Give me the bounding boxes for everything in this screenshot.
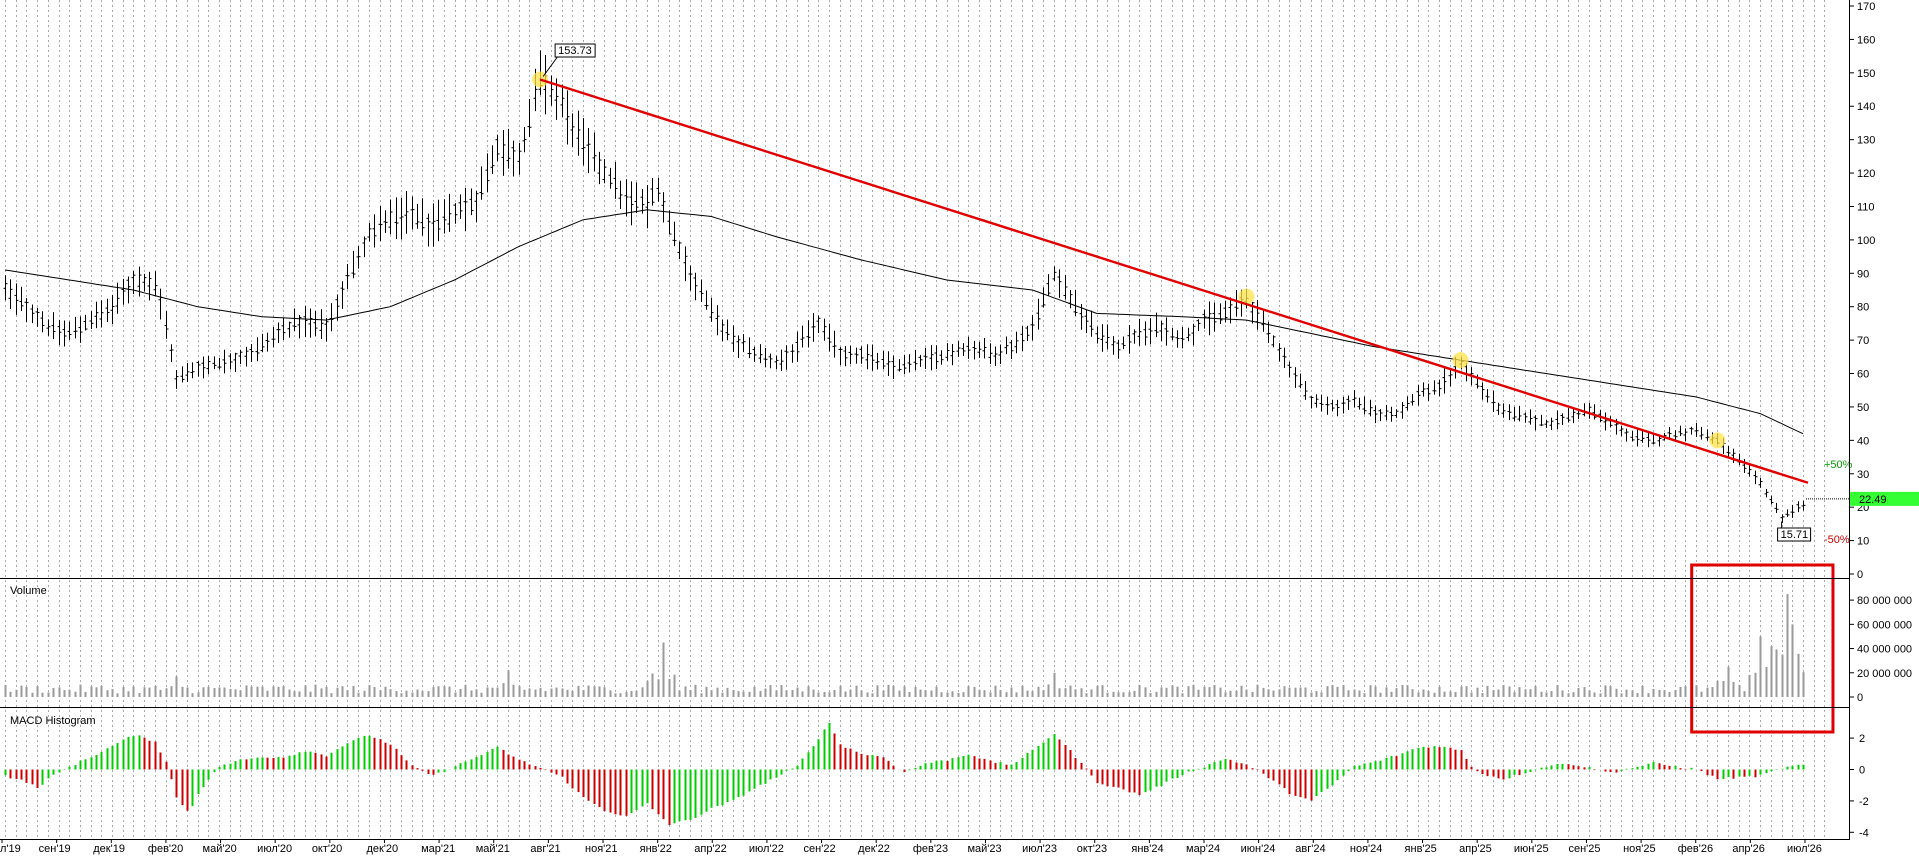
high-callout-box (554, 43, 596, 58)
price-y-tick-label: 110 (1857, 201, 1875, 213)
overlay-layer: 153.73 15.71 +50% -50% (532, 43, 1853, 734)
volume-y-tick-label: 40 000 000 (1857, 644, 1912, 656)
moving-average-line (4, 209, 1804, 435)
last-price-label: 22.49 (1859, 494, 1887, 506)
x-axis-label: фев'20 (148, 843, 183, 855)
x-axis-label: янв'22 (640, 843, 672, 855)
x-axis-label: дек'20 (366, 843, 398, 855)
volume-y-tick-label: 0 (1857, 692, 1863, 704)
x-axis-label: янв'24 (1131, 843, 1163, 855)
volume-layer (4, 594, 1805, 697)
price-y-tick-label: 10 (1857, 536, 1869, 548)
x-axis-label: май'21 (476, 843, 510, 855)
macd-panel-title: MACD Histogram (10, 715, 96, 727)
price-y-tick-label: 70 (1857, 335, 1869, 347)
volume-y-tick-label: 80 000 000 (1857, 595, 1912, 607)
macd-layer (4, 722, 1805, 826)
last-price-marker (1850, 491, 1919, 506)
x-axis-label: авг'21 (530, 843, 560, 855)
x-axis-label: июн'24 (1241, 843, 1276, 855)
x-axis-label: июл'20 (257, 843, 292, 855)
macd-y-tick-label: 2 (1859, 733, 1865, 745)
x-axis-label: сен'25 (1568, 843, 1600, 855)
price-y-tick-label: 60 (1857, 369, 1869, 381)
volume-panel-title: Volume (10, 585, 47, 597)
x-axis-label: май'23 (967, 843, 1001, 855)
x-axis-label: окт'23 (1077, 843, 1107, 855)
price-y-tick-label: 0 (1857, 569, 1863, 581)
x-axis-label: май'20 (203, 843, 237, 855)
trendline-touch-point (1709, 432, 1726, 449)
resistance-trendline[interactable] (539, 78, 1809, 484)
grid-layer (5, 0, 1825, 840)
price-y-tick-label: 160 (1857, 34, 1875, 46)
x-axis-label: сен'19 (39, 843, 71, 855)
volume-highlight-box[interactable] (1690, 563, 1835, 734)
macd-y-tick-label: 0 (1859, 765, 1865, 777)
high-price-label: 153.73 (558, 45, 592, 57)
price-y-tick-label: 90 (1857, 268, 1869, 280)
x-axis-label: ноя'25 (1623, 843, 1655, 855)
x-axis-label: фев'23 (913, 843, 948, 855)
volume-y-tick-label: 60 000 000 (1857, 619, 1912, 631)
x-axis-label: окт'20 (312, 843, 342, 855)
x-axis-label: июн'25 (1514, 843, 1549, 855)
trendline-touch-point (1452, 352, 1469, 369)
price-layer (3, 50, 1806, 523)
price-y-tick-label: 150 (1857, 68, 1875, 80)
x-axis-label: дек'19 (93, 843, 125, 855)
price-y-tick-label: 120 (1857, 168, 1875, 180)
x-axis-label: мар'21 (421, 843, 455, 855)
price-y-tick-label: 80 (1857, 302, 1869, 314)
macd-y-tick-label: -2 (1859, 796, 1869, 808)
high-callout-line (542, 55, 559, 77)
low-price-label: 15.71 (1781, 529, 1809, 541)
trendline-touch-point (1238, 288, 1255, 305)
macd-y-tick-label: -4 (1859, 827, 1869, 839)
price-y-tick-label: 100 (1857, 235, 1875, 247)
x-axis-label: янв'25 (1405, 843, 1437, 855)
plus-50-annotation: +50% (1824, 459, 1853, 471)
price-y-tick-label: 170 (1857, 1, 1875, 13)
x-axis-label: мар'24 (1186, 843, 1220, 855)
x-axis-label: дек'22 (858, 843, 890, 855)
price-y-tick-label: 30 (1857, 469, 1869, 481)
x-axis-label: сен'22 (804, 843, 836, 855)
x-axis-label: июл'22 (749, 843, 784, 855)
x-axis-label: авг'24 (1295, 843, 1325, 855)
x-axis-label: апр'22 (694, 843, 727, 855)
price-y-tick-label: 50 (1857, 402, 1869, 414)
x-axis-label: апр'26 (1732, 843, 1765, 855)
low-callout-box (1777, 527, 1812, 542)
price-y-tick-label: 140 (1857, 101, 1875, 113)
x-axis-label: ноя'21 (585, 843, 617, 855)
price-y-tick-label: 40 (1857, 435, 1869, 447)
x-axis-label: фев'26 (1678, 843, 1713, 855)
volume-y-tick-label: 20 000 000 (1857, 668, 1912, 680)
x-axis-label: апр'25 (1459, 843, 1492, 855)
x-axis-label: л'19 (0, 843, 21, 855)
price-y-tick-label: 130 (1857, 135, 1875, 147)
x-axis-label: июл'26 (1787, 843, 1822, 855)
minus-50-annotation: -50% (1824, 534, 1850, 546)
x-axis-label: июл'23 (1022, 843, 1057, 855)
x-axis-label: ноя'24 (1350, 843, 1382, 855)
